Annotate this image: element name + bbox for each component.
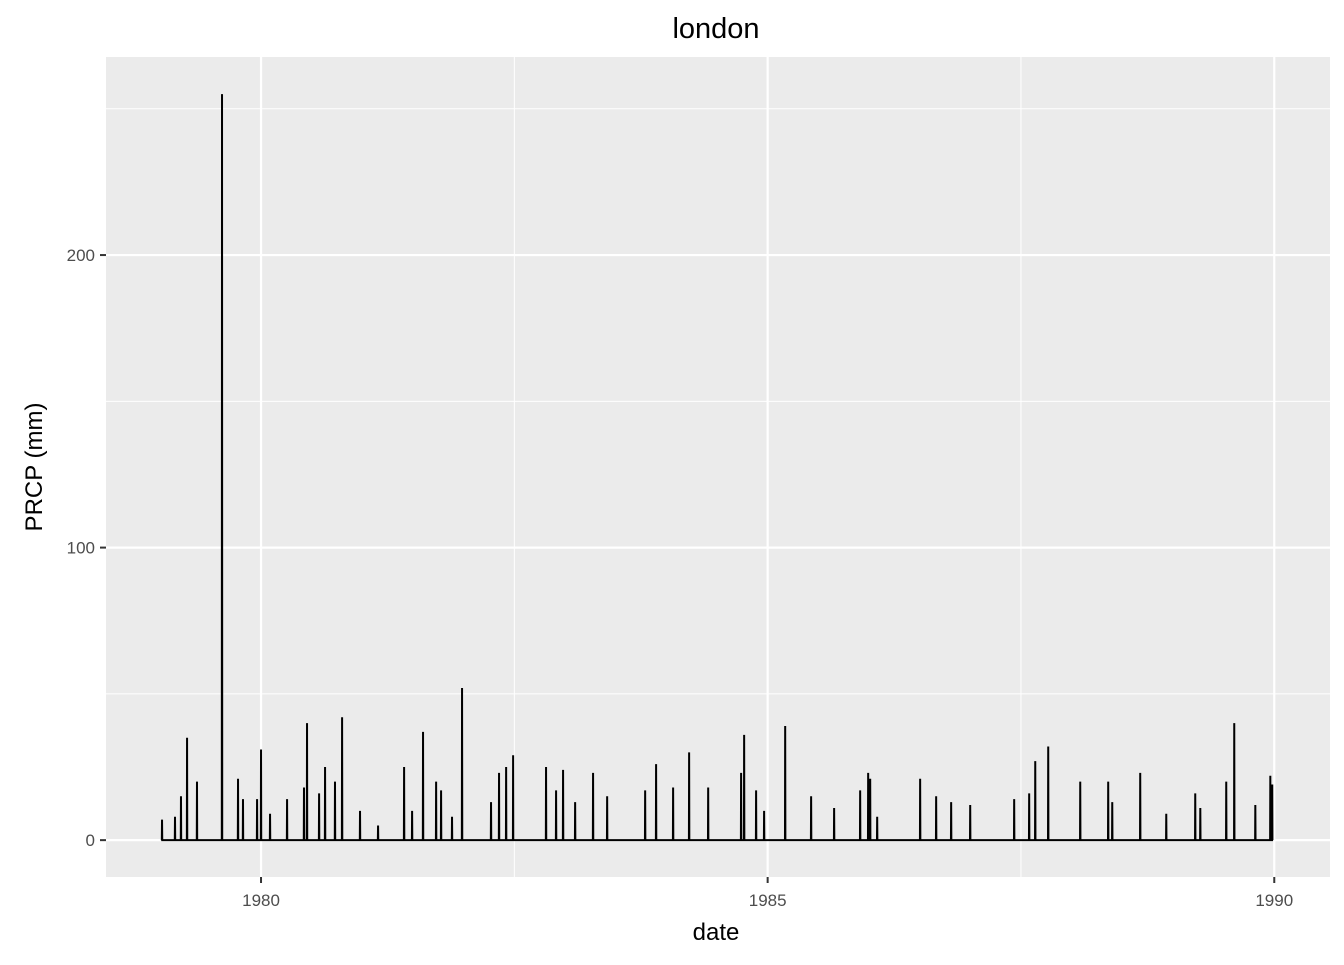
axes: 1980 1985 1990 0 100 200 — [67, 246, 1294, 910]
marks — [160, 94, 1274, 842]
y-axis-label: PRCP (mm) — [21, 403, 48, 532]
y-tick-label: 100 — [67, 539, 95, 558]
panel — [106, 57, 1330, 877]
x-tick-label: 1990 — [1255, 891, 1293, 910]
x-tick-label: 1985 — [749, 891, 787, 910]
x-axis-label: date — [693, 919, 740, 946]
chart-title: london — [672, 13, 759, 45]
y-tick-label: 200 — [67, 246, 95, 265]
y-tick-label: 0 — [86, 831, 95, 850]
x-tick-label: 1980 — [242, 891, 280, 910]
line — [160, 94, 1274, 842]
